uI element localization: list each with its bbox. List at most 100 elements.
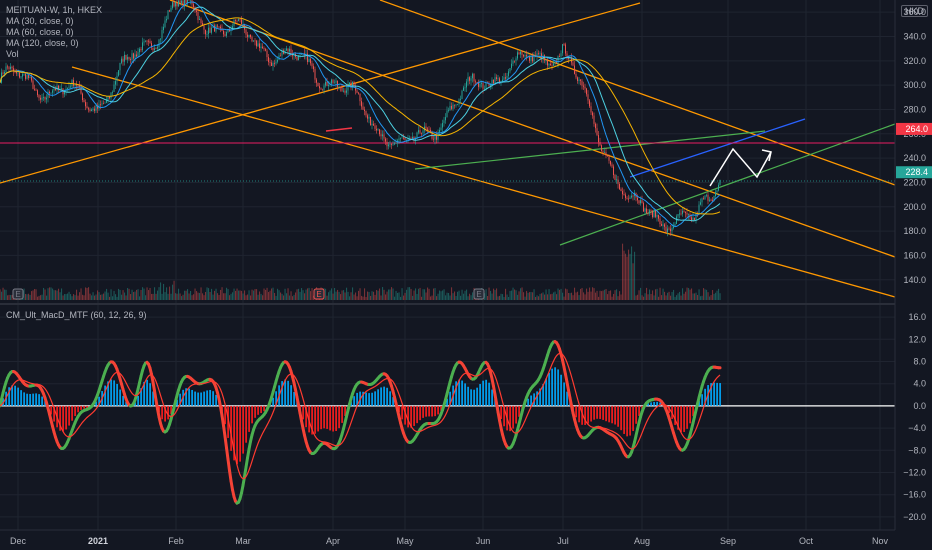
volume-bar <box>230 293 232 300</box>
volume-bar <box>247 294 249 300</box>
candle-body <box>706 194 707 196</box>
candle-body <box>560 53 562 57</box>
volume-bar <box>185 290 187 300</box>
candle-body <box>532 55 533 62</box>
volume-bar <box>340 294 342 300</box>
volume-bar <box>127 288 129 300</box>
macd-histogram-bar <box>557 369 559 406</box>
volume-bar <box>674 296 676 300</box>
volume-bar <box>601 291 603 300</box>
candle-body <box>553 63 554 66</box>
candle-body <box>8 67 10 69</box>
candle-body <box>470 78 472 81</box>
earnings-icon[interactable] <box>12 288 24 300</box>
candle-body <box>632 195 634 197</box>
volume-bar <box>599 290 601 300</box>
candle-body <box>169 10 170 12</box>
macd-histogram-bar <box>527 398 529 406</box>
volume-bar <box>605 288 607 300</box>
trend-line-drawings[interactable] <box>0 0 896 298</box>
macd-histogram-bar <box>71 405 73 421</box>
volume-bar <box>653 295 655 300</box>
macd-histogram-bar <box>17 387 19 406</box>
candle-body <box>157 47 158 49</box>
ma120-line[interactable] <box>0 17 721 215</box>
candle-body <box>178 0 179 7</box>
time-axis-labels[interactable]: Dec 2021 Feb Mar Apr May Jun Jul Aug Sep Oct Nov <box>10 536 889 546</box>
volume-bar <box>149 287 151 300</box>
candle-body <box>464 87 466 89</box>
volume-bar <box>658 296 660 300</box>
earnings-markers[interactable]: E E E <box>12 288 485 300</box>
green-trendline-lower[interactable] <box>559 123 896 246</box>
candle-body <box>526 55 527 57</box>
candle-body <box>166 19 167 21</box>
volume-bar <box>704 289 706 300</box>
volume-bar <box>160 282 162 300</box>
ma120-legend[interactable]: MA (120, close, 0) <box>6 38 79 48</box>
projection-path[interactable] <box>709 147 772 187</box>
candle-body <box>382 134 383 137</box>
volume-bar <box>331 288 333 300</box>
macd-histogram-bar <box>311 405 313 435</box>
macd-histogram-bar <box>398 405 400 413</box>
volume-bar <box>124 292 126 300</box>
candle-body <box>460 98 461 100</box>
volume-bar <box>652 290 654 300</box>
indicator-legend[interactable]: CM_Ult_MacD_MTF (60, 12, 26, 9) <box>6 310 147 320</box>
volume-bar <box>232 292 234 300</box>
volume-bar <box>622 243 624 300</box>
macd-histogram-bar <box>170 405 172 414</box>
macd-line-segment <box>153 389 158 402</box>
volume-bar <box>239 290 241 300</box>
volume-legend[interactable]: Vol <box>6 49 19 59</box>
orange-trendline-upper[interactable] <box>379 0 896 186</box>
symbol-title[interactable]: MEITUAN-W, 1h, HKEX <box>6 5 103 15</box>
candle-body <box>146 40 148 42</box>
orange-trendline-middle[interactable] <box>169 0 896 258</box>
volume-bar <box>466 289 468 300</box>
candle-body <box>599 142 601 146</box>
candle-body <box>392 144 394 146</box>
candle-body <box>595 123 596 129</box>
orange-trendline-up[interactable] <box>0 2 641 184</box>
candle-body <box>161 30 163 39</box>
volume-bar <box>391 287 393 300</box>
candle-body <box>358 92 359 94</box>
macd-histogram-bar <box>677 405 679 430</box>
volume-bar <box>68 291 70 300</box>
red-short-segment[interactable] <box>325 127 353 132</box>
candle-body <box>566 53 568 57</box>
volume-bar <box>613 293 615 300</box>
blue-trendline[interactable] <box>629 118 806 178</box>
candle-body <box>695 212 697 221</box>
volume-bar <box>211 288 213 300</box>
macd-histogram-bar <box>455 381 457 406</box>
candle-body <box>574 65 575 74</box>
candle-body <box>557 56 559 64</box>
ma30-legend[interactable]: MA (30, close, 0) <box>6 16 74 26</box>
green-trendline-upper[interactable] <box>414 130 766 170</box>
volume-bar <box>35 289 37 300</box>
candle-body <box>356 90 358 93</box>
macd-histogram-bar <box>485 379 487 406</box>
macd-histogram-bar <box>122 395 124 406</box>
earnings-icon[interactable] <box>473 288 485 300</box>
ma30-line[interactable] <box>0 1 721 228</box>
ma60-legend[interactable]: MA (60, close, 0) <box>6 27 74 37</box>
candle-body <box>707 194 709 201</box>
volume-bar <box>437 293 439 300</box>
candle-body <box>442 123 443 128</box>
macd-histogram-bar <box>587 405 589 424</box>
currency-badge[interactable]: HKD <box>900 5 928 17</box>
volume-bar <box>143 288 145 300</box>
volume-bar <box>584 294 586 300</box>
candle-body <box>52 90 53 93</box>
price-axis[interactable] <box>895 0 932 550</box>
orange-trendline-lower[interactable] <box>71 66 896 298</box>
ma60-line[interactable] <box>0 6 721 222</box>
earnings-icon[interactable] <box>313 288 325 300</box>
candle-body <box>572 62 574 66</box>
volume-bar <box>512 287 514 300</box>
